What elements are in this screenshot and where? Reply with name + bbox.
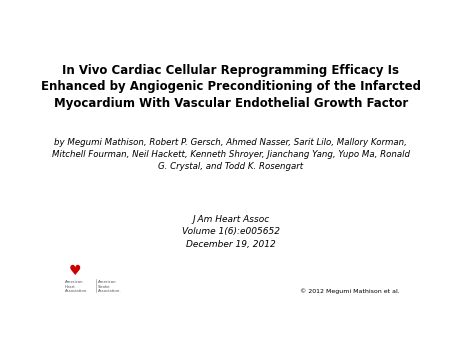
Text: American
Stroke
Association.: American Stroke Association.	[98, 280, 122, 293]
Text: by Megumi Mathison, Robert P. Gersch, Ahmed Nasser, Sarit Lilo, Mallory Korman,
: by Megumi Mathison, Robert P. Gersch, Ah…	[52, 138, 410, 171]
Text: ♥: ♥	[69, 264, 82, 278]
Text: American
Heart
Association.: American Heart Association.	[65, 280, 89, 293]
Text: J Am Heart Assoc
Volume 1(6):e005652
December 19, 2012: J Am Heart Assoc Volume 1(6):e005652 Dec…	[182, 215, 279, 249]
Text: © 2012 Megumi Mathison et al.: © 2012 Megumi Mathison et al.	[300, 289, 400, 294]
Text: In Vivo Cardiac Cellular Reprogramming Efficacy Is
Enhanced by Angiogenic Precon: In Vivo Cardiac Cellular Reprogramming E…	[40, 64, 421, 110]
